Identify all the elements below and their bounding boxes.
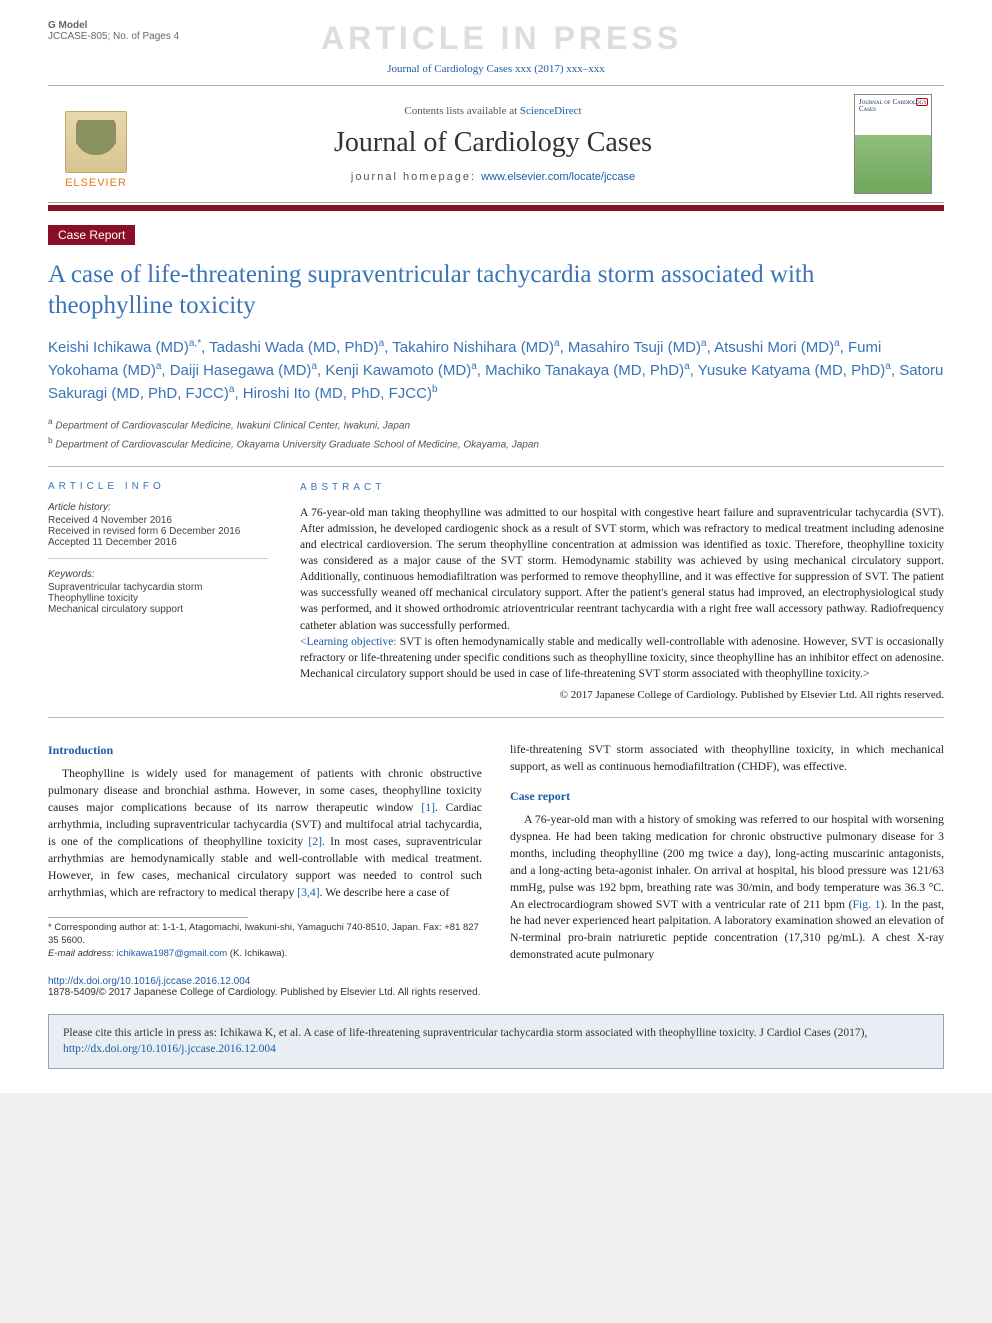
- keyword-2: Theophylline toxicity: [48, 593, 268, 604]
- keyword-1: Supraventricular tachycardia storm: [48, 582, 268, 593]
- email-line: E-mail address: ichikawa1987@gmail.com (…: [48, 948, 482, 961]
- abstract-copyright: © 2017 Japanese College of Cardiology. P…: [300, 688, 944, 703]
- homepage-link[interactable]: www.elsevier.com/locate/jccase: [481, 171, 635, 183]
- doi-block: http://dx.doi.org/10.1016/j.jccase.2016.…: [48, 976, 944, 998]
- body-col-right: life-threatening SVT storm associated wi…: [510, 742, 944, 966]
- author-list: Keishi Ichikawa (MD)a,*, Tadashi Wada (M…: [48, 336, 944, 406]
- keyword-3: Mechanical circulatory support: [48, 604, 268, 615]
- learning-label: <Learning objective:: [300, 636, 397, 648]
- red-bar: [48, 205, 944, 211]
- masthead-center: Contents lists available at ScienceDirec…: [148, 105, 838, 183]
- cover-flag-icon: [916, 98, 928, 106]
- elsevier-tree-icon: [65, 111, 127, 173]
- homepage-line: journal homepage: www.elsevier.com/locat…: [148, 171, 838, 183]
- email-link[interactable]: ichikawa1987@gmail.com: [117, 948, 228, 959]
- body-columns: Introduction Theophylline is widely used…: [48, 742, 944, 966]
- email-label: E-mail address:: [48, 948, 117, 959]
- learning-text: SVT is often hemodynamically stable and …: [300, 636, 944, 680]
- email-suffix: (K. Ichikawa).: [227, 948, 287, 959]
- divider: [48, 466, 944, 467]
- affiliations: a Department of Cardiovascular Medicine,…: [48, 415, 944, 452]
- article-info-col: ARTICLE INFO Article history: Received 4…: [48, 481, 268, 703]
- elsevier-name: ELSEVIER: [65, 177, 127, 189]
- history-label: Article history:: [48, 502, 268, 513]
- history-received: Received 4 November 2016: [48, 515, 268, 526]
- elsevier-logo: ELSEVIER: [60, 99, 132, 189]
- footnotes: * Corresponding author at: 1-1-1, Atagom…: [48, 922, 482, 960]
- divider-2: [48, 717, 944, 718]
- history-revised: Received in revised form 6 December 2016: [48, 526, 268, 537]
- gmodel-code: JCCASE-805; No. of Pages 4: [48, 31, 179, 42]
- article-info-head: ARTICLE INFO: [48, 481, 268, 492]
- sciencedirect-link[interactable]: ScienceDirect: [520, 105, 582, 117]
- case-text: A 76-year-old man with a history of smok…: [510, 812, 944, 965]
- cite-doi-link[interactable]: http://dx.doi.org/10.1016/j.jccase.2016.…: [63, 1043, 276, 1055]
- intro-text: Theophylline is widely used for manageme…: [48, 766, 482, 902]
- affil-b-text: Department of Cardiovascular Medicine, O…: [55, 439, 539, 450]
- info-abstract-row: ARTICLE INFO Article history: Received 4…: [48, 481, 944, 703]
- abstract-p1: A 76-year-old man taking theophylline wa…: [300, 505, 944, 634]
- gmodel-header: G Model JCCASE-805; No. of Pages 4 ARTIC…: [48, 20, 944, 57]
- cite-text: Please cite this article in press as: Ic…: [63, 1027, 867, 1039]
- keywords-label: Keywords:: [48, 569, 268, 580]
- affil-b: b Department of Cardiovascular Medicine,…: [48, 434, 944, 452]
- affil-a-text: Department of Cardiovascular Medicine, I…: [55, 421, 410, 432]
- journal-cover-thumb: Journal of Cardiology Cases: [854, 94, 932, 194]
- intro-head: Introduction: [48, 742, 482, 759]
- page: G Model JCCASE-805; No. of Pages 4 ARTIC…: [0, 0, 992, 1093]
- info-divider: [48, 558, 268, 559]
- issn-copyright: 1878-5409/© 2017 Japanese College of Car…: [48, 987, 944, 998]
- footnotes-rule: [48, 917, 248, 918]
- abstract-head: ABSTRACT: [300, 481, 944, 495]
- case-report-tag: Case Report: [48, 225, 135, 245]
- abstract-learning: <Learning objective: SVT is often hemody…: [300, 634, 944, 682]
- affil-a: a Department of Cardiovascular Medicine,…: [48, 415, 944, 433]
- corr-author: * Corresponding author at: 1-1-1, Atagom…: [48, 922, 482, 948]
- cover-band: [855, 135, 931, 193]
- gmodel-label: G Model: [48, 20, 179, 31]
- contents-line: Contents lists available at ScienceDirec…: [148, 105, 838, 117]
- body-col-left: Introduction Theophylline is widely used…: [48, 742, 482, 966]
- doi-link[interactable]: http://dx.doi.org/10.1016/j.jccase.2016.…: [48, 976, 250, 987]
- top-citation: Journal of Cardiology Cases xxx (2017) x…: [48, 63, 944, 75]
- history-accepted: Accepted 11 December 2016: [48, 537, 268, 548]
- masthead: ELSEVIER Contents lists available at Sci…: [48, 85, 944, 203]
- article-title: A case of life-threatening supraventricu…: [48, 259, 944, 322]
- col2-continuation: life-threatening SVT storm associated wi…: [510, 742, 944, 776]
- homepage-pre: journal homepage:: [351, 171, 481, 183]
- case-head: Case report: [510, 788, 944, 805]
- press-banner: ARTICLE IN PRESS: [179, 20, 824, 57]
- contents-pre: Contents lists available at: [404, 105, 519, 117]
- journal-name: Journal of Cardiology Cases: [148, 127, 838, 159]
- cite-box: Please cite this article in press as: Ic…: [48, 1014, 944, 1068]
- gmodel-left: G Model JCCASE-805; No. of Pages 4: [48, 20, 179, 42]
- abstract-col: ABSTRACT A 76-year-old man taking theoph…: [300, 481, 944, 703]
